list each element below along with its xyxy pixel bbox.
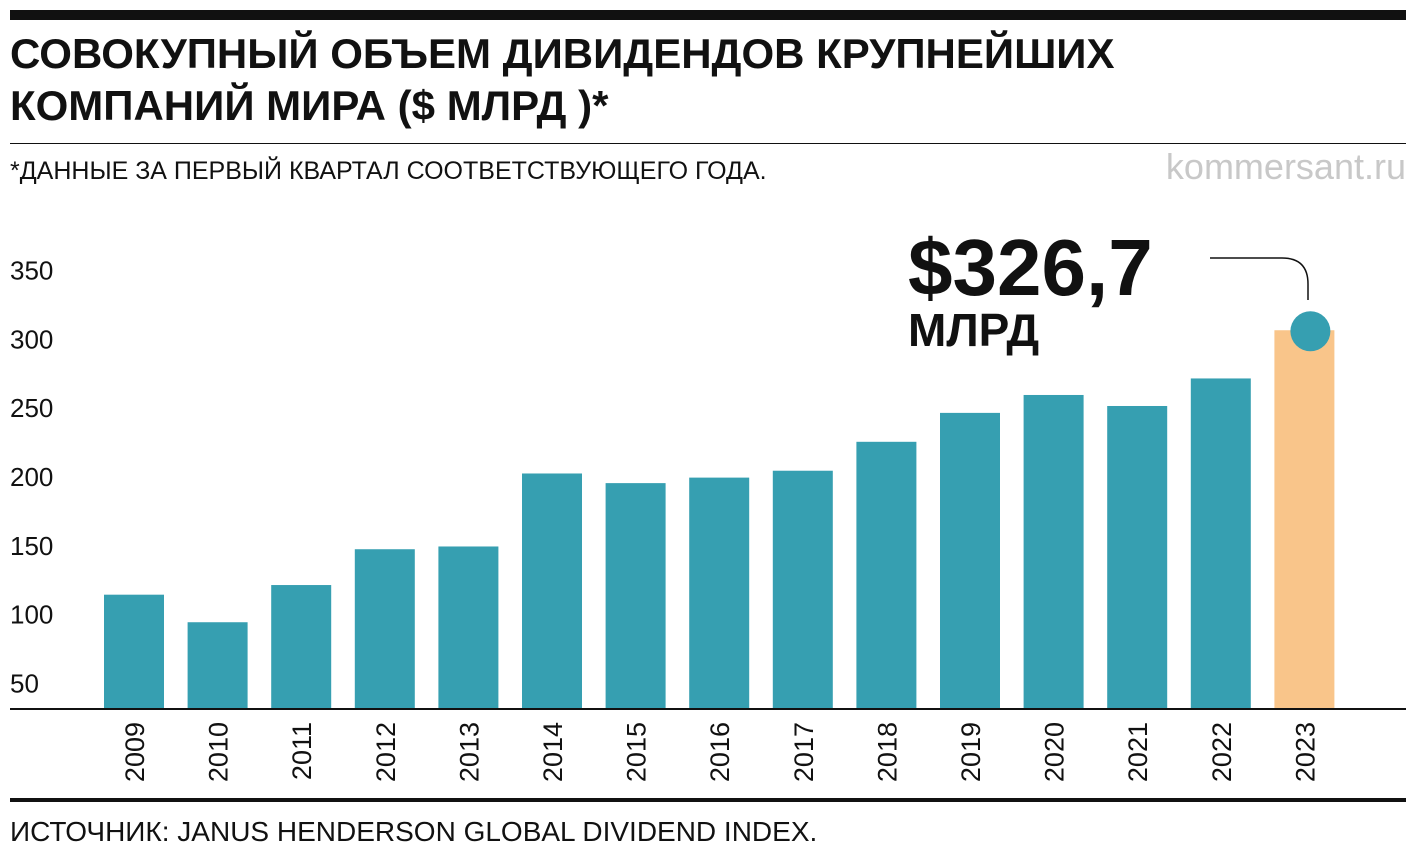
x-tick-label: 2023 — [1290, 722, 1320, 782]
title-divider — [10, 143, 1406, 144]
x-tick-label: 2019 — [956, 722, 986, 782]
y-tick-label: 50 — [10, 669, 39, 699]
top-rule — [10, 10, 1406, 20]
bar — [271, 585, 332, 709]
bar — [940, 412, 1000, 709]
callout-marker — [1290, 311, 1331, 352]
y-tick-label: 200 — [10, 462, 53, 492]
bar — [354, 549, 415, 709]
x-tick-label: 2022 — [1207, 722, 1237, 782]
bar — [187, 622, 248, 709]
bar — [438, 546, 499, 709]
callout-leader-line — [1210, 257, 1309, 300]
value-callout: $326,7 МЛРД — [908, 223, 1331, 356]
bar — [104, 594, 164, 709]
y-tick-label: 300 — [10, 324, 53, 354]
bottom-rule — [10, 798, 1406, 802]
bar — [1023, 394, 1084, 709]
x-tick-label: 2017 — [789, 722, 819, 782]
source-note: ИСТОЧНИК: JANUS HENDERSON GLOBAL DIVIDEN… — [10, 816, 818, 847]
x-tick-label: 2018 — [872, 722, 902, 782]
x-axis-ticks: 2009 2010 2011 2012 2013 2014 2015 2016 2017 2018… — [120, 722, 1320, 782]
chart-title: СОВОКУПНЫЙ ОБЪЕМ ДИВИДЕНДОВ КРУПНЕЙШИХ К… — [10, 28, 1310, 132]
callout-value-label: $326,7 — [908, 223, 1153, 312]
x-tick-label: 2020 — [1040, 722, 1070, 782]
y-axis-ticks: 50 100 150 200 250 300 350 — [10, 255, 53, 698]
bar — [856, 441, 917, 709]
bar-highlight — [1274, 330, 1335, 709]
bar — [605, 483, 666, 709]
chart-title-line-2: КОМПАНИЙ МИРА ($ МЛРД )* — [10, 82, 609, 129]
x-tick-label: 2015 — [622, 722, 652, 782]
bar — [1107, 405, 1168, 709]
bar — [1190, 378, 1251, 709]
x-tick-label: 2014 — [538, 722, 568, 782]
x-tick-label: 2016 — [705, 722, 735, 782]
bar — [689, 477, 750, 709]
y-tick-label: 150 — [10, 531, 53, 561]
chart-title-line-1: СОВОКУПНЫЙ ОБЪЕМ ДИВИДЕНДОВ КРУПНЕЙШИХ — [10, 30, 1115, 77]
chart-subtitle: *ДАННЫЕ ЗА ПЕРВЫЙ КВАРТАЛ СООТВЕТСТВУЮЩЕ… — [10, 157, 767, 185]
bars-group — [104, 330, 1335, 709]
x-tick-label: 2013 — [454, 722, 484, 782]
bar — [772, 470, 833, 709]
x-tick-label: 2011 — [287, 722, 317, 780]
callout-unit-label: МЛРД — [908, 304, 1039, 356]
y-tick-label: 100 — [10, 600, 53, 630]
x-tick-label: 2009 — [120, 722, 150, 782]
y-tick-label: 250 — [10, 393, 53, 423]
x-tick-label: 2012 — [371, 722, 401, 782]
brand-watermark: kommersant.ru — [1165, 146, 1406, 187]
x-tick-label: 2021 — [1123, 722, 1153, 782]
y-tick-label: 350 — [10, 255, 53, 285]
bar — [522, 473, 582, 709]
x-tick-label: 2010 — [204, 722, 234, 782]
